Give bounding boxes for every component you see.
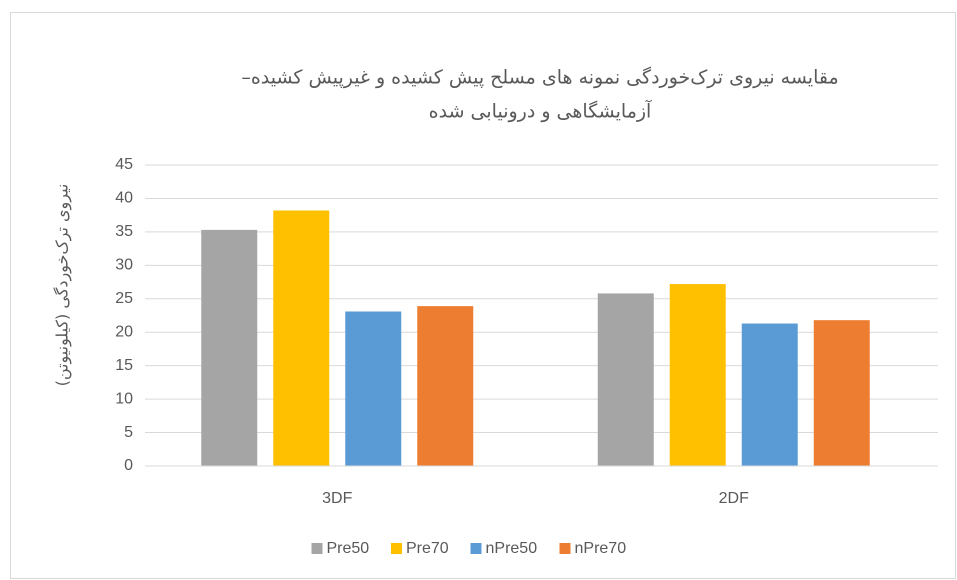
legend-swatch: [470, 543, 482, 554]
legend-label: Pre50: [327, 540, 370, 557]
bar: [741, 323, 798, 466]
y-tick-label: 15: [115, 357, 133, 374]
bar: [669, 284, 726, 466]
y-tick-label: 0: [124, 457, 133, 474]
bar: [813, 320, 870, 466]
legend-label: nPre50: [486, 540, 538, 557]
x-tick-label: 3DF: [322, 490, 352, 507]
y-tick-label: 25: [115, 290, 133, 307]
bar: [273, 210, 330, 466]
legend-swatch: [559, 543, 571, 554]
chart-title-line: مقایسه نیروی ترک‌خوردگی نمونه های مسلح پ…: [241, 66, 838, 89]
y-tick-label: 20: [115, 323, 133, 340]
legend-swatch: [391, 543, 402, 554]
y-tick-label: 5: [124, 424, 133, 441]
y-axis-label: نیروی ترک‌خوردگی (کیلونیوتن): [53, 184, 73, 387]
y-tick-label: 10: [115, 390, 133, 407]
bar: [345, 311, 402, 466]
y-tick-label: 35: [115, 223, 133, 240]
bar: [417, 306, 474, 466]
bar: [597, 293, 654, 466]
y-tick-label: 30: [115, 257, 133, 274]
y-tick-label: 45: [115, 156, 133, 173]
legend-swatch: [311, 543, 323, 554]
y-tick-label: 40: [115, 190, 133, 207]
chart-frame: [10, 12, 956, 579]
legend-label: Pre70: [406, 540, 449, 557]
legend-label: nPre70: [575, 540, 627, 557]
chart-title-line: آزمایشگاهی و درونیابی شده: [429, 99, 652, 123]
bar: [201, 229, 258, 466]
x-tick-label: 2DF: [719, 490, 749, 507]
